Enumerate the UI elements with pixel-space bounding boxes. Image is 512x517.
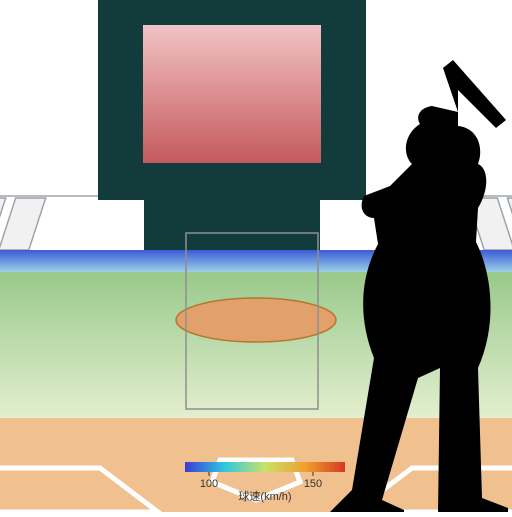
legend-bar xyxy=(185,462,345,472)
pitchers-mound xyxy=(176,298,336,342)
legend-label: 球速(km/h) xyxy=(238,489,291,503)
svg-text:150: 150 xyxy=(304,478,322,490)
scoreboard-screen xyxy=(143,25,321,163)
scene-svg: 100 150 球速(km/h) xyxy=(0,0,512,512)
svg-text:100: 100 xyxy=(200,478,218,490)
pitch-chart: 100 150 球速(km/h) xyxy=(0,0,512,512)
scoreboard-under xyxy=(144,200,320,255)
